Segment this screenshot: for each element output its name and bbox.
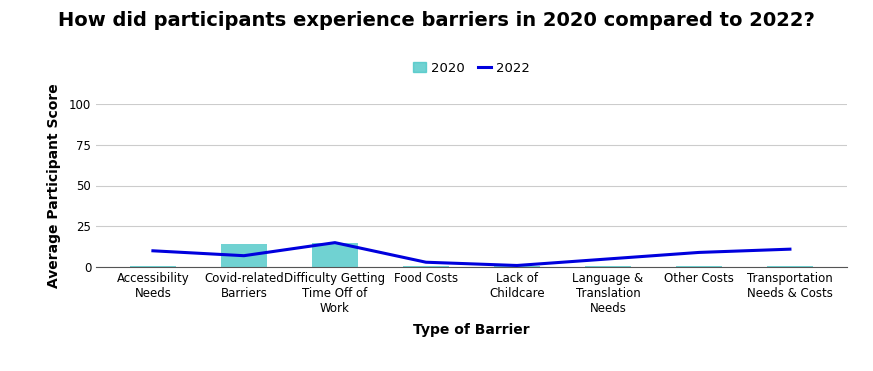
Bar <box>313 243 358 267</box>
Bar <box>494 266 540 267</box>
Bar <box>403 266 449 267</box>
Y-axis label: Average Participant Score: Average Participant Score <box>46 83 60 288</box>
Text: How did participants experience barriers in 2020 compared to 2022?: How did participants experience barriers… <box>58 11 815 30</box>
Bar <box>585 266 630 267</box>
X-axis label: Type of Barrier: Type of Barrier <box>413 323 530 337</box>
Bar <box>677 266 722 267</box>
Legend: 2020, 2022: 2020, 2022 <box>413 62 530 75</box>
Bar <box>221 244 266 267</box>
Bar <box>767 266 813 267</box>
Bar <box>130 266 175 267</box>
